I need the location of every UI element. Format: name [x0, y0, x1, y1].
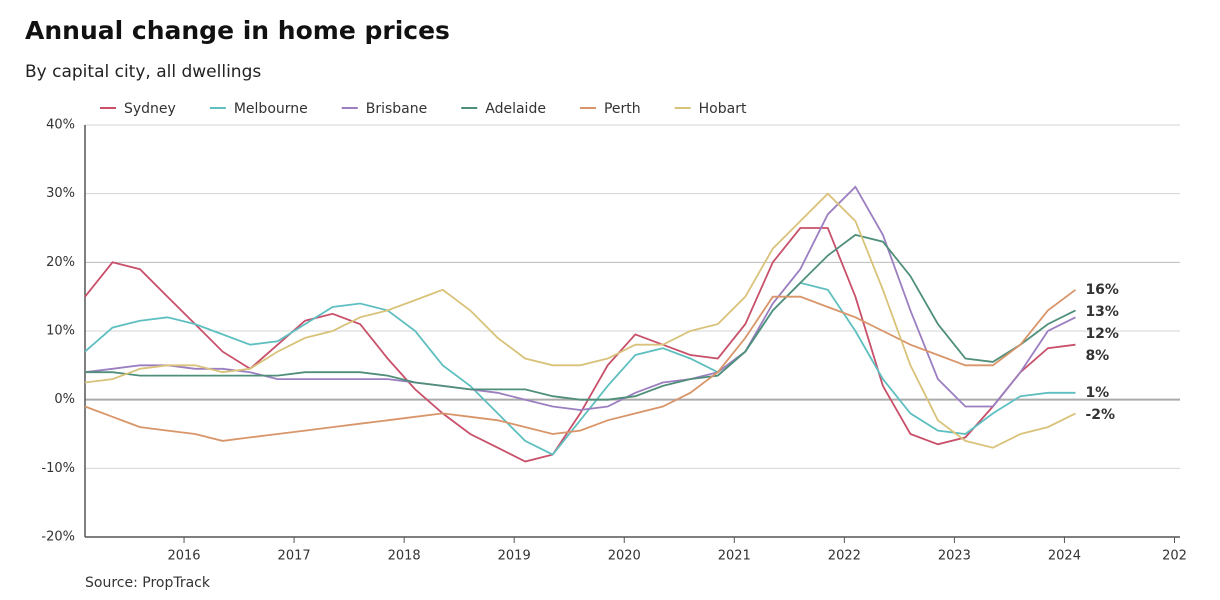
chart-subtitle: By capital city, all dwellings [25, 62, 261, 82]
end-label: 8% [1085, 348, 1109, 364]
x-tick-label: 2024 [1048, 549, 1081, 564]
legend-label: Hobart [699, 101, 747, 117]
y-tick-label: -10% [41, 461, 75, 476]
y-tick-label: 20% [46, 255, 75, 270]
source: Source: PropTrack [85, 575, 211, 591]
x-tick-label: 2016 [167, 549, 200, 564]
end-label: 1% [1085, 385, 1109, 401]
y-tick-label: 10% [46, 324, 75, 339]
end-label: -2% [1085, 407, 1115, 423]
series-line [84, 185, 1076, 411]
y-tick-label: 30% [46, 186, 75, 201]
end-label: 12% [1085, 326, 1119, 342]
x-tick-label: 2019 [498, 549, 531, 564]
x-tick-label: 2021 [718, 549, 751, 564]
series-line [85, 233, 1076, 401]
y-tick-label: 40% [46, 118, 75, 133]
x-tick-label: 2017 [278, 549, 311, 564]
y-tick-label: -20% [41, 530, 75, 545]
y-tick-label: 0% [54, 392, 75, 407]
series-line [84, 289, 1077, 442]
legend-label: Perth [604, 101, 641, 117]
series-line [84, 192, 1076, 449]
x-tick-label: 2023 [938, 549, 971, 564]
legend-label: Melbourne [234, 101, 308, 117]
legend-label: Brisbane [366, 101, 428, 117]
series-line [84, 227, 1076, 463]
x-tick-label: 2022 [828, 549, 861, 564]
legend-label: Sydney [124, 101, 176, 117]
legend-label: Adelaide [485, 101, 546, 117]
chart-title: Annual change in home prices [25, 16, 450, 45]
x-tick-label: 202 [1162, 549, 1187, 564]
x-tick-label: 2018 [388, 549, 421, 564]
end-label: 16% [1085, 282, 1119, 298]
x-tick-label: 2020 [608, 549, 641, 564]
series-line [84, 281, 1076, 456]
end-label: 13% [1085, 304, 1119, 320]
